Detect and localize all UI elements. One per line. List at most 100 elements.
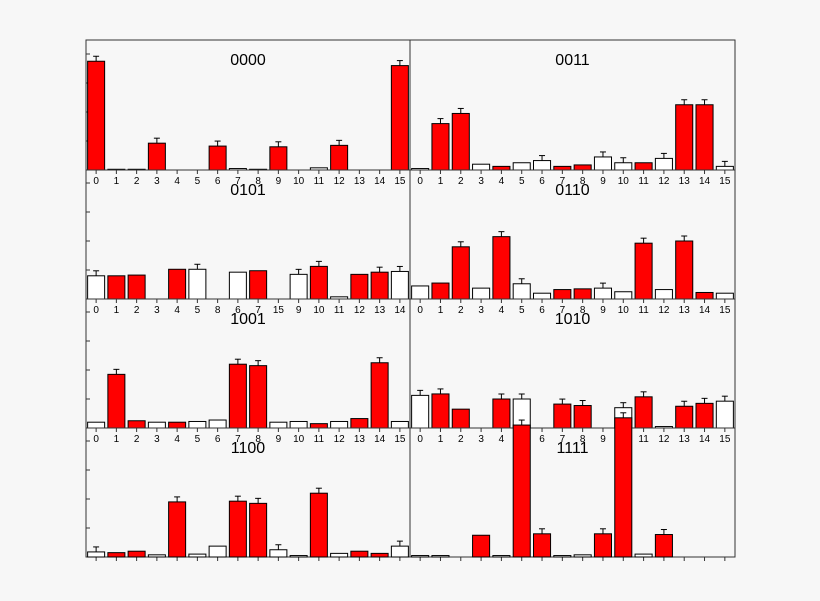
- x-tick-label: 12: [354, 305, 366, 316]
- x-tick-label: 14: [374, 176, 386, 187]
- bar: [451, 246, 470, 300]
- bar: [472, 163, 491, 171]
- bar: [188, 420, 207, 429]
- x-tick-label: 2: [134, 176, 140, 187]
- x-tick-label: 6: [215, 176, 221, 187]
- x-tick-label: 6: [539, 176, 545, 187]
- x-tick-label: 13: [679, 434, 691, 445]
- x-tick-label: 15: [394, 176, 406, 187]
- x-tick-label: 15: [719, 176, 731, 187]
- x-tick-label: 13: [354, 176, 366, 187]
- bar: [695, 104, 714, 171]
- bar: [451, 408, 470, 429]
- bar: [533, 160, 552, 171]
- panel-title: 0101: [230, 182, 266, 199]
- bar: [614, 417, 633, 558]
- bar: [675, 240, 694, 300]
- x-tick-label: 1: [114, 305, 120, 316]
- x-tick-label: 13: [679, 176, 691, 187]
- bar: [512, 283, 531, 300]
- x-tick-label: 4: [499, 176, 505, 187]
- x-tick-label: 3: [154, 305, 160, 316]
- x-tick-label: 12: [334, 434, 346, 445]
- x-tick-label: 0: [93, 434, 99, 445]
- bar: [411, 555, 430, 558]
- bar: [330, 420, 349, 429]
- bar: [309, 423, 328, 429]
- x-tick-label: 4: [174, 434, 180, 445]
- x-tick-label: 3: [478, 176, 484, 187]
- x-tick-label: 11: [334, 305, 345, 316]
- x-tick-label: 2: [458, 434, 464, 445]
- x-tick-label: 9: [276, 176, 282, 187]
- x-tick-label: 0: [417, 305, 423, 316]
- x-tick-label: 12: [658, 305, 670, 316]
- x-tick-label: 7: [235, 434, 241, 445]
- x-tick-label: 4: [174, 176, 180, 187]
- bar: [492, 555, 511, 558]
- x-tick-label: 5: [195, 305, 201, 316]
- bar: [269, 421, 288, 429]
- bar: [411, 285, 430, 300]
- x-tick-label: 2: [458, 176, 464, 187]
- x-tick-label: 9: [276, 434, 282, 445]
- x-tick-label: 15: [719, 434, 731, 445]
- bar: [451, 112, 470, 171]
- bar: [147, 142, 166, 171]
- x-tick-label: 10: [293, 434, 305, 445]
- bar: [208, 545, 227, 558]
- bar: [593, 287, 612, 300]
- x-tick-label: 12: [658, 176, 670, 187]
- x-tick-label: 3: [154, 176, 160, 187]
- x-tick-label: 5: [195, 176, 201, 187]
- bar: [654, 534, 673, 558]
- panel-title: 0110: [555, 182, 590, 199]
- bar: [350, 273, 369, 300]
- bar: [390, 270, 409, 300]
- bar: [370, 271, 389, 300]
- bar: [614, 291, 633, 300]
- bar: [695, 291, 714, 300]
- bar: [553, 555, 572, 558]
- bar: [289, 273, 308, 300]
- bar: [573, 164, 592, 171]
- bar: [127, 420, 146, 429]
- x-tick-label: 0: [93, 176, 99, 187]
- bar: [593, 156, 612, 171]
- panel-title: 1100: [231, 440, 266, 457]
- x-tick-label: 3: [478, 305, 484, 316]
- panel-title: 1010: [555, 311, 591, 328]
- x-tick-label: 7: [560, 305, 566, 316]
- x-tick-label: 13: [354, 434, 366, 445]
- bar: [228, 500, 247, 558]
- x-tick-label: 13: [679, 305, 691, 316]
- x-tick-label: 14: [394, 305, 406, 316]
- x-tick-label: 11: [638, 176, 649, 187]
- bar: [492, 165, 511, 171]
- bar: [309, 492, 328, 558]
- bar: [127, 550, 146, 558]
- bar: [147, 554, 166, 558]
- bar: [330, 144, 349, 171]
- bar: [634, 553, 653, 558]
- x-tick-label: 5: [519, 176, 525, 187]
- panel-title: 1001: [230, 311, 266, 328]
- bar: [350, 418, 369, 429]
- x-tick-label: 1: [438, 434, 444, 445]
- bar: [127, 274, 146, 300]
- x-tick-label: 8: [580, 305, 586, 316]
- x-tick-label: 9: [600, 176, 606, 187]
- bar: [715, 165, 734, 171]
- bar: [87, 421, 106, 429]
- bar: [188, 553, 207, 558]
- x-tick-label: 10: [618, 305, 630, 316]
- x-tick-label: 11: [638, 434, 649, 445]
- bar: [411, 394, 430, 429]
- bar: [431, 123, 450, 171]
- bar: [634, 162, 653, 171]
- bar: [675, 405, 694, 429]
- panel-frame: [409, 427, 736, 558]
- x-tick-label: 11: [638, 305, 649, 316]
- x-tick-label: 7: [560, 434, 566, 445]
- bar: [431, 555, 450, 558]
